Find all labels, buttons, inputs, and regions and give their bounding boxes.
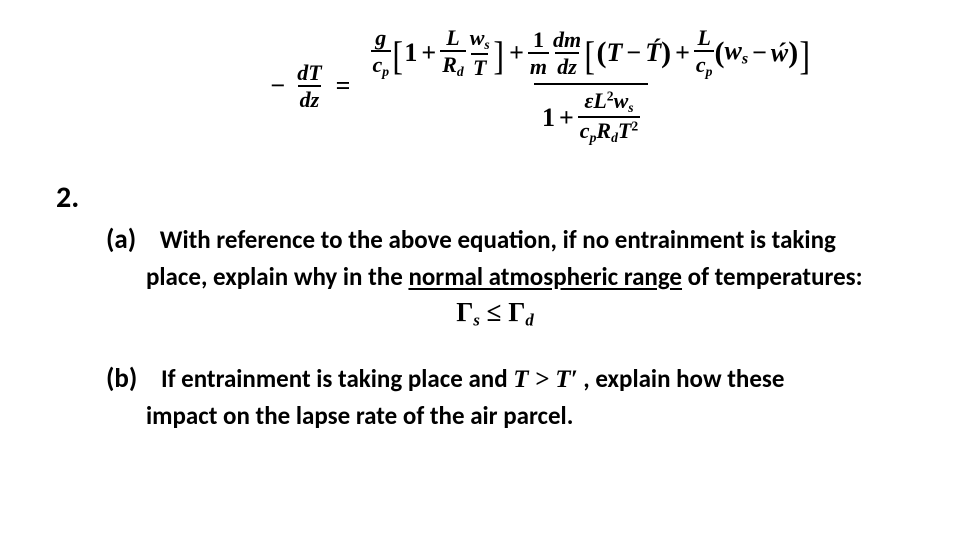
- part-b-post: , explain how these: [578, 363, 785, 394]
- ws: ws: [468, 26, 492, 53]
- cp-p: p: [382, 64, 389, 79]
- part-a-line2-post: of temperatures:: [682, 261, 863, 292]
- rparen2: ): [788, 37, 798, 69]
- Rd-d: d: [457, 64, 464, 79]
- den-Rd-d: d: [611, 130, 618, 145]
- part-a: (a) With reference to the above equation…: [106, 222, 934, 258]
- cp2-c: c: [696, 52, 706, 77]
- lbracket-1: [: [392, 41, 403, 71]
- part-a-line2: place, explain why in the normal atmosph…: [146, 259, 934, 295]
- g-over-cp: g cp: [371, 26, 392, 79]
- part-b-pre: If entrainment is taking place and: [161, 363, 513, 394]
- cp-c: c: [373, 52, 383, 77]
- ws-w: w: [470, 25, 485, 50]
- gamma-d-sub: d: [525, 311, 533, 330]
- L1: L: [444, 26, 461, 50]
- den-T-sq: 2: [631, 119, 638, 134]
- den-cp-c: c: [580, 118, 590, 143]
- rhs-numerator: g cp [ 1 + L Rd: [363, 24, 820, 83]
- equation: − dT dz = g cp [ 1: [266, 24, 819, 147]
- den-ws-s: s: [628, 100, 633, 115]
- part-b-line2: impact on the lapse rate of the air parc…: [146, 398, 934, 434]
- rhs-big-frac: g cp [ 1 + L Rd: [363, 24, 820, 147]
- cp2-p: p: [706, 64, 713, 79]
- den-one: 1: [542, 104, 555, 131]
- den-T: T: [618, 118, 631, 143]
- plus-1: +: [417, 39, 440, 66]
- den-frac-num: εL2ws: [582, 89, 635, 116]
- den-L-sq: 2: [607, 89, 614, 104]
- den-frac: εL2ws cpRdT2: [578, 89, 640, 145]
- part-a-label: (a): [106, 223, 136, 256]
- den-plus: +: [555, 104, 578, 131]
- den-eps: ε: [584, 88, 593, 113]
- plus-2: +: [505, 39, 528, 66]
- T-env: T́: [645, 39, 661, 66]
- part-b: (b) If entrainment is taking place and T…: [106, 361, 934, 398]
- T-parcel: T: [606, 39, 622, 66]
- l-over-cp-2: L cp: [694, 26, 715, 79]
- cp2: cp: [694, 50, 715, 79]
- part-b-math: T > T′: [513, 366, 577, 393]
- one-m-den: m: [528, 52, 549, 78]
- minus-1: −: [622, 39, 645, 66]
- part-b-label: (b): [106, 362, 137, 395]
- lhs-den: dz: [298, 85, 322, 111]
- one-m-num: 1: [531, 28, 546, 52]
- rparen: ): [661, 37, 671, 69]
- lparen2: (: [714, 37, 724, 69]
- plus-3: +: [671, 39, 694, 66]
- den-Rd-R: R: [596, 118, 611, 143]
- gamma-s: Γs: [456, 297, 486, 327]
- gamma-d: Γd: [508, 297, 534, 327]
- ws-s: s: [484, 37, 489, 52]
- part-a-line2-pre: place, explain why in the: [146, 261, 408, 292]
- gamma-s-sub: s: [473, 311, 480, 330]
- part-a-line1: With reference to the above equation, if…: [160, 224, 836, 255]
- ws-over-T: ws T: [468, 26, 492, 79]
- ws2: ws: [724, 37, 748, 68]
- Rd-R: R: [442, 52, 457, 77]
- dm: dm: [551, 28, 583, 52]
- dm-over-dz: dm dz: [551, 28, 583, 78]
- part-a-underlined: normal atmospheric range: [408, 261, 682, 292]
- rbracket-1: ]: [493, 41, 504, 71]
- lhs-minus: −: [266, 72, 289, 99]
- lbracket-2: [: [584, 41, 595, 71]
- den-ws-w: w: [614, 88, 629, 113]
- Rd: Rd: [440, 50, 466, 79]
- lhs-frac: dT dz: [295, 61, 323, 111]
- cp: cp: [371, 50, 392, 79]
- g: g: [373, 26, 388, 50]
- l-over-rd: L Rd: [440, 26, 466, 79]
- gamma-s-sym: Γ: [456, 297, 473, 327]
- dz2: dz: [555, 52, 579, 78]
- ws2-w: w: [724, 36, 741, 65]
- equals: =: [330, 72, 357, 99]
- one-over-m: 1 m: [528, 28, 549, 78]
- leq-sign: ≤: [487, 297, 509, 327]
- den-frac-den: cpRdT2: [578, 116, 640, 145]
- page: − dT dz = g cp [ 1: [0, 0, 974, 550]
- lparen: (: [596, 37, 606, 69]
- question-number: 2.: [56, 179, 934, 216]
- rhs-denominator: 1 + εL2ws cpRdT2: [534, 83, 648, 147]
- L2: L: [695, 26, 712, 50]
- equation-block: − dT dz = g cp [ 1: [152, 24, 934, 147]
- den-L: L: [593, 88, 606, 113]
- minus-2: −: [748, 39, 771, 66]
- rbracket-2: ]: [800, 41, 811, 71]
- part-b-line1: If entrainment is taking place and T > T…: [161, 363, 785, 394]
- lhs-num: dT: [295, 61, 323, 85]
- part-a-inequality: Γs ≤ Γd: [56, 297, 934, 331]
- T1: T: [471, 53, 488, 79]
- gamma-d-sym: Γ: [508, 297, 525, 327]
- w-dot: ẃ: [771, 39, 788, 66]
- one-1: 1: [404, 39, 417, 66]
